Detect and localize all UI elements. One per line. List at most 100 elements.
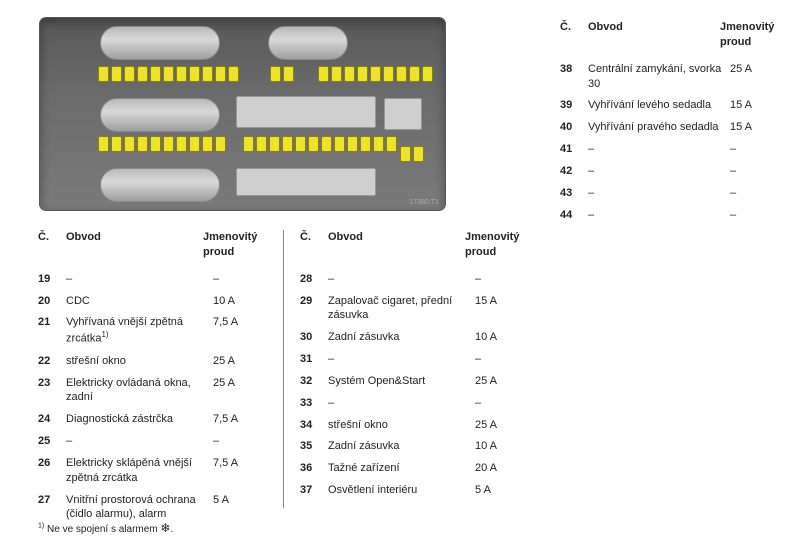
fuse-icon <box>370 66 381 82</box>
cell-num: 29 <box>300 294 328 324</box>
cell-rating: – <box>475 272 525 287</box>
table-row: 36Tažné zařízení20 A <box>300 461 525 476</box>
footnote-mark: 1) <box>38 522 44 529</box>
header-num: Č. <box>560 20 588 50</box>
cell-rating: – <box>213 272 263 287</box>
fuse-table-col3: Č. Obvod Jmenovitý proud 38Centrální zam… <box>560 20 780 229</box>
table-row: 25–– <box>38 434 263 449</box>
fuse-icon <box>98 66 109 82</box>
table-row: 40Vyhřívání pravého sedadla15 A <box>560 120 780 135</box>
cell-rating: – <box>475 352 525 367</box>
fuse-icon <box>400 146 411 162</box>
diagram-caption: 17380.T1 <box>409 198 439 207</box>
cell-circuit: Tažné zařízení <box>328 461 475 476</box>
cell-rating: 7,5 A <box>213 456 263 486</box>
table-row: 19–– <box>38 272 263 287</box>
cell-circuit: – <box>588 164 730 179</box>
cell-num: 43 <box>560 186 588 201</box>
cell-rating: 25 A <box>213 354 263 369</box>
table-row: 21Vyhřívaná vnější zpětná zrcátka1)7,5 A <box>38 315 263 346</box>
cell-rating: – <box>475 396 525 411</box>
fuse-icon <box>124 66 135 82</box>
cell-rating: 5 A <box>475 483 525 498</box>
fuse-icon <box>422 66 433 82</box>
fuse-icon <box>383 66 394 82</box>
cell-num: 34 <box>300 418 328 433</box>
fuse-icon <box>176 66 187 82</box>
cell-circuit: – <box>588 208 730 223</box>
cell-num: 22 <box>38 354 66 369</box>
fuse-icon <box>373 136 384 152</box>
cell-circuit: Elektricky ovládaná okna, zadní <box>66 376 213 406</box>
header-num: Č. <box>38 230 66 260</box>
table-row: 22střešní okno25 A <box>38 354 263 369</box>
cell-num: 32 <box>300 374 328 389</box>
cell-circuit: – <box>328 352 475 367</box>
cell-num: 31 <box>300 352 328 367</box>
cell-circuit: Vyhřívání pravého sedadla <box>588 120 730 135</box>
table-row: 30Zadní zásuvka10 A <box>300 330 525 345</box>
snowflake-icon: ❄ <box>160 521 170 535</box>
column-divider <box>283 230 284 508</box>
table-header: Č. Obvod Jmenovitý proud <box>300 230 525 260</box>
cell-circuit: – <box>66 272 213 287</box>
cell-rating: – <box>730 208 780 223</box>
fuse-icon <box>331 66 342 82</box>
fuse-icon <box>409 66 420 82</box>
table-header: Č. Obvod Jmenovitý proud <box>38 230 263 260</box>
fuse-block <box>236 96 376 128</box>
cell-rating: – <box>730 164 780 179</box>
cell-circuit: Zadní zásuvka <box>328 330 475 345</box>
fuse-strip <box>270 66 294 82</box>
cell-circuit: Osvětlení interiéru <box>328 483 475 498</box>
cell-circuit: – <box>328 396 475 411</box>
cell-circuit: – <box>66 434 213 449</box>
cell-num: 20 <box>38 294 66 309</box>
fuse-icon <box>334 136 345 152</box>
cell-rating: 7,5 A <box>213 315 263 346</box>
cell-circuit: – <box>588 186 730 201</box>
cell-circuit: Vnitřní prostorová ochrana (čidlo alarmu… <box>66 493 213 523</box>
fuse-icon <box>124 136 135 152</box>
table-row: 35Zadní zásuvka10 A <box>300 439 525 454</box>
fuse-icon <box>256 136 267 152</box>
fuse-icon <box>283 66 294 82</box>
fuse-icon <box>396 66 407 82</box>
table-row: 20CDC10 A <box>38 294 263 309</box>
cell-circuit: – <box>328 272 475 287</box>
table-row: 23Elektricky ovládaná okna, zadní25 A <box>38 376 263 406</box>
table-row: 26Elektricky sklápěná vnější zpětná zrcá… <box>38 456 263 486</box>
cell-rating: 20 A <box>475 461 525 476</box>
fuse-icon <box>215 66 226 82</box>
footnote-text: Ne ve spojení s alarmem <box>47 524 158 535</box>
table-row: 38Centrální zamykání, svorka 3025 A <box>560 62 780 92</box>
relay-cylinder <box>268 26 348 60</box>
cell-num: 19 <box>38 272 66 287</box>
footnote: 1) Ne ve spojení s alarmem ❄. <box>38 520 173 537</box>
header-circuit: Obvod <box>66 230 203 260</box>
cell-num: 38 <box>560 62 588 92</box>
fuse-icon <box>189 66 200 82</box>
cell-rating: 25 A <box>730 62 780 92</box>
fuse-icon <box>295 136 306 152</box>
cell-circuit: Vyhřívaná vnější zpětná zrcátka1) <box>66 315 213 346</box>
cell-circuit: Vyhřívání levého sedadla <box>588 98 730 113</box>
cell-circuit: Diagnostická zástrčka <box>66 412 213 427</box>
fuse-icon <box>150 66 161 82</box>
fuse-icon <box>189 136 200 152</box>
fuse-icon <box>347 136 358 152</box>
cell-num: 33 <box>300 396 328 411</box>
fuse-icon <box>111 66 122 82</box>
fuse-strip <box>98 136 226 152</box>
relay-cylinder <box>100 26 220 60</box>
cell-circuit: střešní okno <box>328 418 475 433</box>
cell-rating: 10 A <box>213 294 263 309</box>
table-row: 44–– <box>560 208 780 223</box>
fuse-strip <box>400 146 424 162</box>
fuse-icon <box>111 136 122 152</box>
fuse-icon <box>269 136 280 152</box>
superscript: 1) <box>101 330 108 339</box>
cell-circuit: Elektricky sklápěná vnější zpětná zrcátk… <box>66 456 213 486</box>
header-circuit: Obvod <box>588 20 720 50</box>
cell-num: 25 <box>38 434 66 449</box>
